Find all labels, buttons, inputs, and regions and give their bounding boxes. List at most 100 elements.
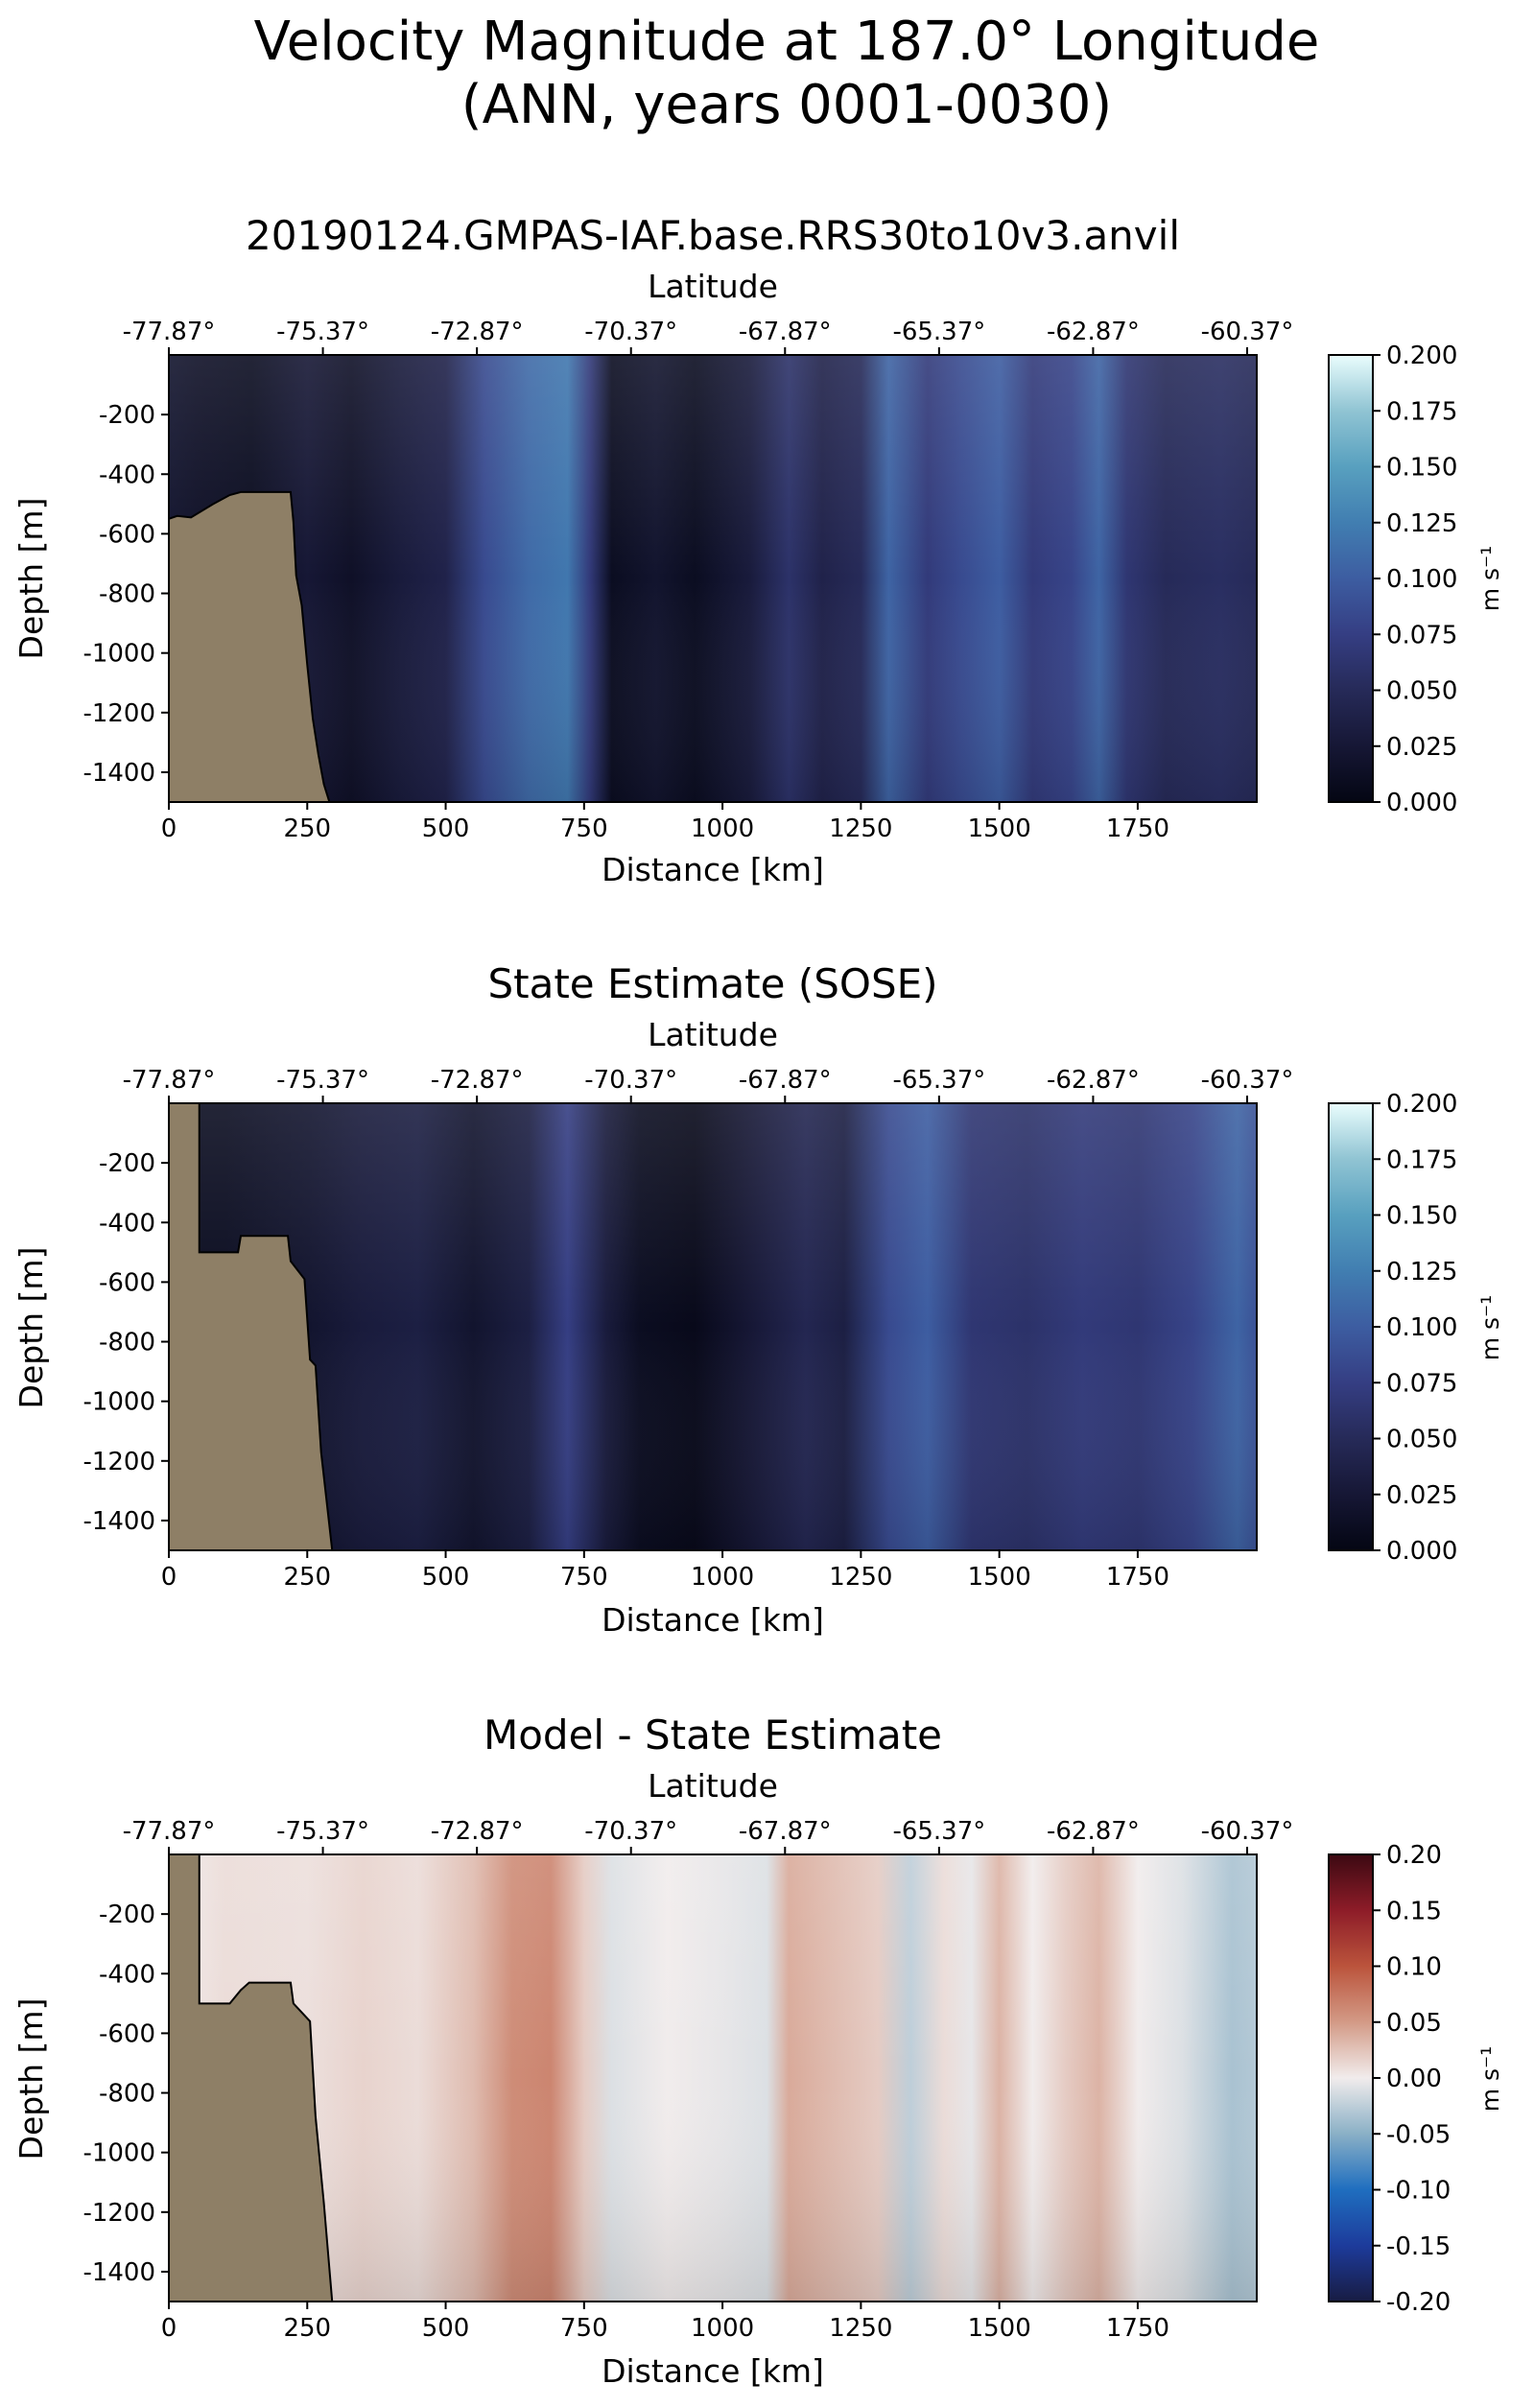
latitude-tick-label: -77.87° (123, 1066, 216, 1095)
colorbar-label: m s⁻¹ (1476, 2046, 1504, 2113)
latitude-tick-label: -60.37° (1201, 318, 1294, 346)
x-tick-label: 750 (560, 814, 608, 843)
x-axis-label: Distance [km] (602, 1601, 824, 1639)
latitude-tick-label: -70.37° (584, 1066, 677, 1095)
x-tick-label: 250 (283, 1563, 331, 1592)
panel-difference: Model - State Estimate Latitude Distance… (12, 1712, 1504, 2390)
colorbar-tick-label: 0.000 (1386, 1537, 1457, 1566)
y-tick-label: -600 (99, 2019, 155, 2048)
heatmap-depth-shading (169, 1854, 1257, 2302)
latitude-tick-label: -70.37° (584, 318, 677, 346)
heatmap-depth-shading (169, 1103, 1257, 1550)
y-axis-label: Depth [m] (12, 1247, 50, 1409)
heatmap-depth-shading (169, 355, 1257, 802)
y-tick-label: -1200 (83, 1448, 155, 1476)
y-tick-label: -800 (99, 1329, 155, 1357)
x-tick-label: 0 (161, 1563, 177, 1592)
colorbar (1328, 1102, 1374, 1551)
y-tick-label: -200 (99, 1900, 155, 1929)
x-tick-label: 1750 (1106, 1563, 1169, 1592)
x-tick-label: 1250 (829, 814, 892, 843)
y-axis-label: Depth [m] (12, 498, 50, 660)
colorbar-tick-label: 0.00 (1386, 2065, 1442, 2093)
x-tick-label: 1000 (691, 2314, 754, 2343)
colorbar-tick-label: -0.10 (1386, 2177, 1451, 2206)
bathymetry-land (168, 1102, 334, 1551)
panel-title: State Estimate (SOSE) (487, 960, 937, 1007)
latitude-tick-label: -75.37° (276, 318, 369, 346)
latitude-tick-label: -72.87° (431, 318, 524, 346)
y-tick-label: -1000 (83, 2139, 155, 2168)
top-axis-label: Latitude (648, 1016, 778, 1053)
colorbar-tick-label: 0.200 (1386, 1090, 1457, 1119)
colorbar-tick-label: 0.100 (1386, 1313, 1457, 1342)
latitude-tick-label: -62.87° (1047, 1817, 1140, 1846)
bathymetry-land (168, 490, 331, 803)
colorbar-label: m s⁻¹ (1476, 546, 1504, 612)
colorbar-tick-label: 0.050 (1386, 1426, 1457, 1454)
colorbar-tick-label: 0.100 (1386, 565, 1457, 594)
latitude-tick-label: -65.37° (892, 1066, 985, 1095)
colorbar-tick-label: 0.150 (1386, 1202, 1457, 1231)
colorbar-tick-label: 0.125 (1386, 1258, 1457, 1287)
x-tick-label: 500 (422, 2314, 470, 2343)
y-tick-label: -600 (99, 520, 155, 549)
x-tick-label: 1250 (829, 2314, 892, 2343)
plot-frame (168, 1853, 1258, 2302)
x-tick-label: 250 (283, 814, 331, 843)
y-tick-label: -200 (99, 401, 155, 430)
colorbar-tick-label: 0.025 (1386, 1481, 1457, 1510)
y-tick-label: -1400 (83, 759, 155, 788)
colorbar-tick-label: 0.150 (1386, 454, 1457, 483)
x-tick-label: 1000 (691, 814, 754, 843)
panel-title: Model - State Estimate (484, 1712, 942, 1759)
y-tick-label: -1000 (83, 1388, 155, 1417)
y-tick-label: -400 (99, 460, 155, 489)
y-tick-label: -400 (99, 1960, 155, 1989)
x-axis-label: Distance [km] (602, 2352, 824, 2390)
x-axis-label: Distance [km] (602, 851, 824, 888)
latitude-tick-label: -72.87° (431, 1066, 524, 1095)
latitude-tick-label: -62.87° (1047, 1066, 1140, 1095)
colorbar-label: m s⁻¹ (1476, 1295, 1504, 1361)
panel-model: 20190124.GMPAS-IAF.base.RRS30to10v3.anvi… (12, 212, 1504, 888)
colorbar-tick-label: 0.15 (1386, 1897, 1442, 1925)
colorbar-tick-label: 0.175 (1386, 397, 1457, 426)
colorbar-tick-label: 0.10 (1386, 1953, 1442, 1982)
y-tick-label: -400 (99, 1209, 155, 1238)
latitude-tick-label: -67.87° (739, 318, 832, 346)
figure-title-line1: Velocity Magnitude at 187.0° Longitude (254, 11, 1320, 73)
y-tick-label: -1400 (83, 2258, 155, 2287)
colorbar-tick-label: 0.200 (1386, 342, 1457, 370)
latitude-tick-label: -65.37° (892, 318, 985, 346)
x-tick-label: 1750 (1106, 2314, 1169, 2343)
colorbar (1328, 1853, 1374, 2302)
latitude-tick-label: -65.37° (892, 1817, 985, 1846)
y-tick-label: -1200 (83, 2199, 155, 2228)
colorbar-tick-label: 0.025 (1386, 733, 1457, 762)
colorbar-tick-label: 0.000 (1386, 789, 1457, 817)
y-tick-label: -200 (99, 1149, 155, 1178)
x-tick-label: 1250 (829, 1563, 892, 1592)
latitude-tick-label: -77.87° (123, 1817, 216, 1846)
panel-title: 20190124.GMPAS-IAF.base.RRS30to10v3.anvi… (246, 212, 1180, 259)
y-tick-label: -600 (99, 1268, 155, 1297)
colorbar-tick-label: -0.05 (1386, 2120, 1451, 2149)
colorbar (1328, 354, 1374, 803)
latitude-tick-label: -75.37° (276, 1817, 369, 1846)
x-tick-label: 750 (560, 2314, 608, 2343)
x-tick-label: 1750 (1106, 814, 1169, 843)
colorbar-tick-label: 0.20 (1386, 1841, 1442, 1870)
x-tick-label: 250 (283, 2314, 331, 2343)
colorbar-tick-label: 0.075 (1386, 621, 1457, 649)
x-tick-label: 1500 (968, 2314, 1031, 2343)
y-tick-label: -1000 (83, 640, 155, 669)
figure-title-line2: (ANN, years 0001-0030) (461, 74, 1113, 136)
y-axis-label: Depth [m] (12, 1998, 50, 2160)
top-axis-label: Latitude (648, 1767, 778, 1805)
x-tick-label: 500 (422, 814, 470, 843)
x-tick-label: 750 (560, 1563, 608, 1592)
latitude-tick-label: -75.37° (276, 1066, 369, 1095)
latitude-tick-label: -62.87° (1047, 318, 1140, 346)
